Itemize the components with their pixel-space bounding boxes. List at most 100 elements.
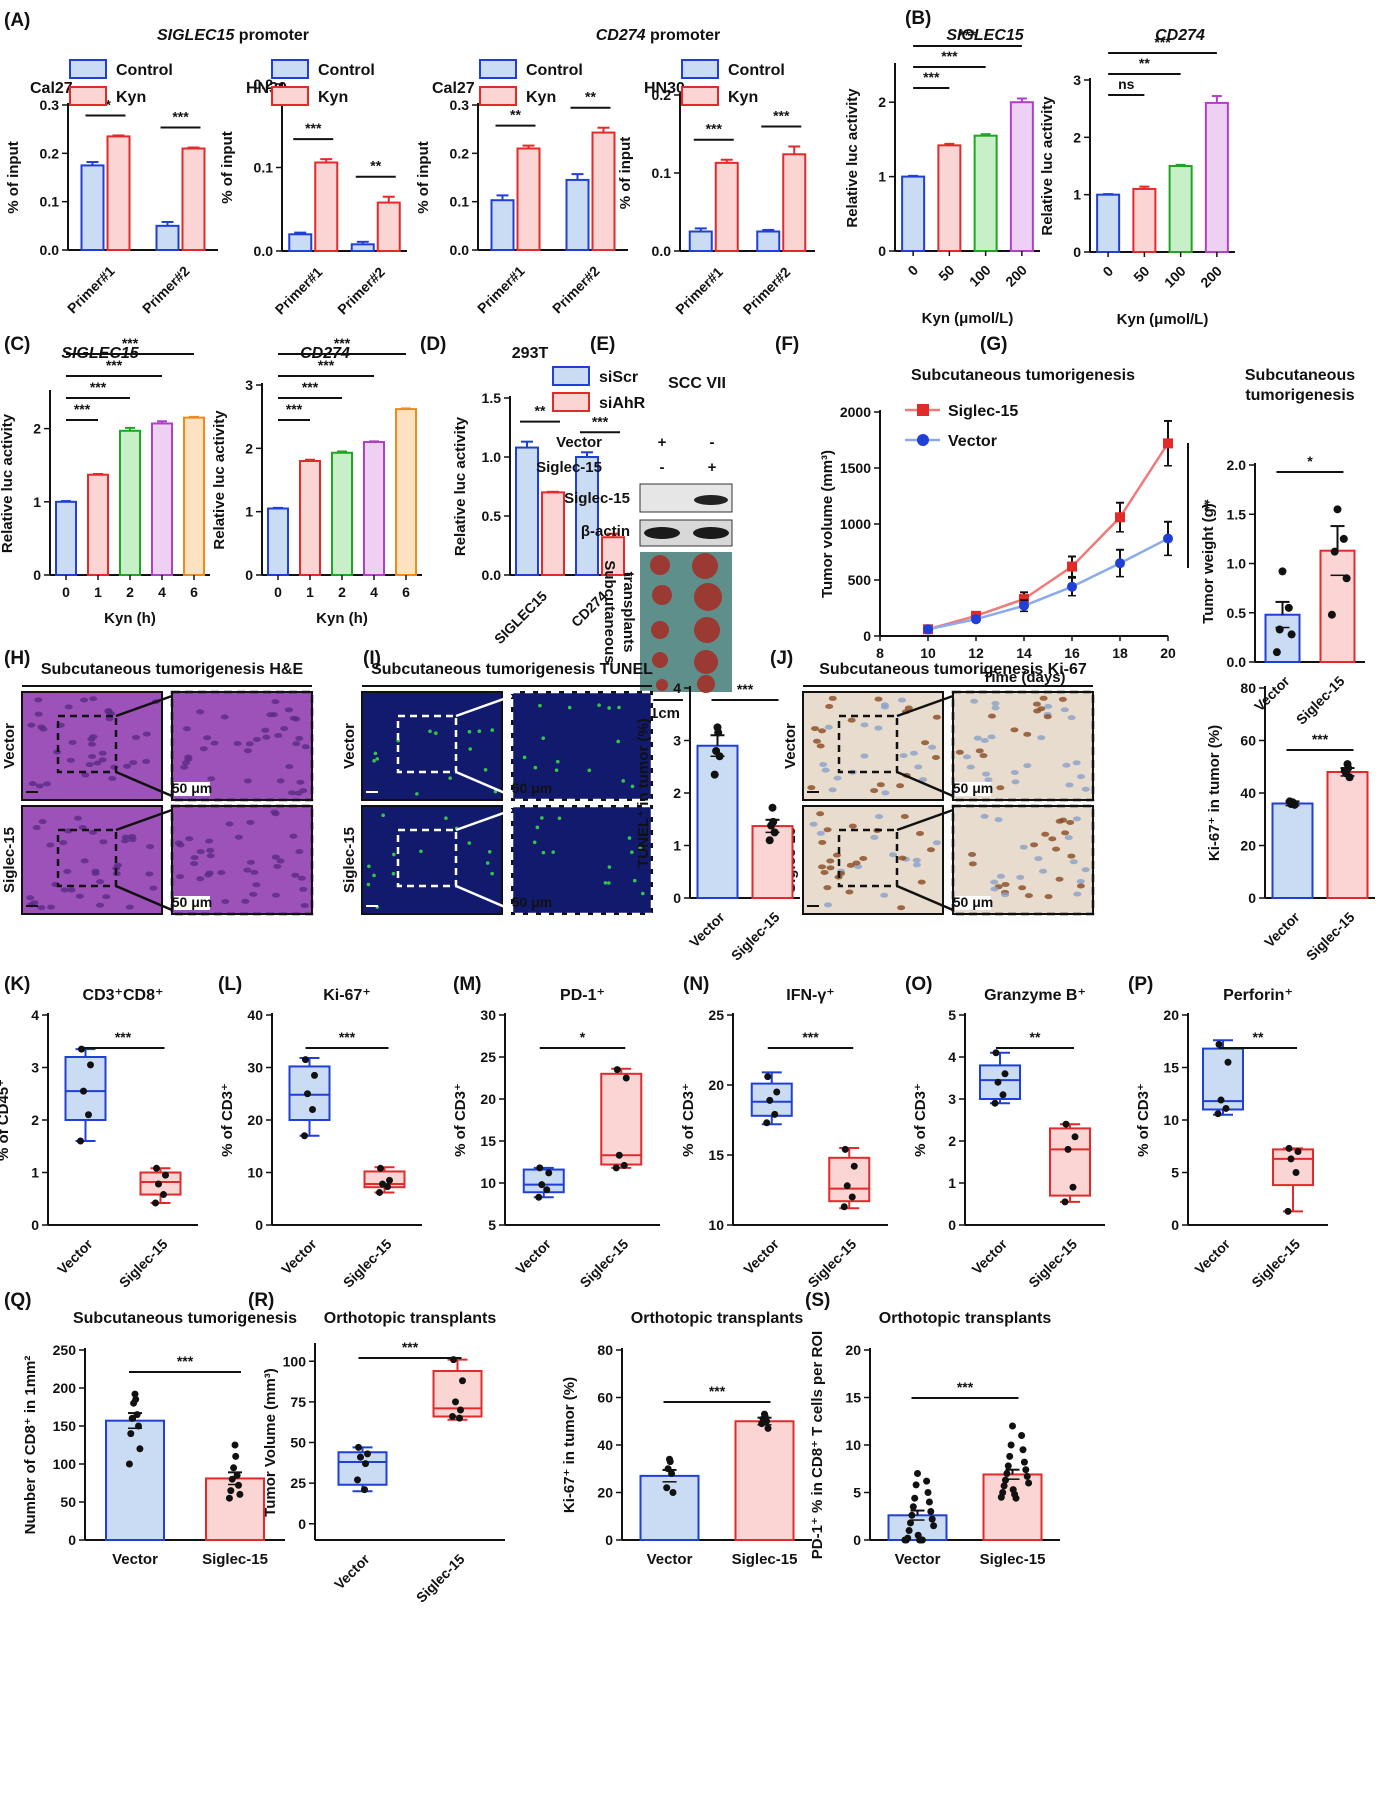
significance-label: *** bbox=[923, 69, 940, 85]
cell bbox=[199, 746, 208, 752]
y-tick-label: 40 bbox=[1240, 785, 1256, 801]
y-tick-label: 0.0 bbox=[1227, 654, 1247, 670]
cell bbox=[246, 859, 255, 865]
legend-swatch bbox=[69, 86, 107, 106]
data-point bbox=[235, 1481, 242, 1489]
tunel-zoom-1 bbox=[511, 805, 653, 915]
y-axis-label: TUNEL⁺ in tumor (%) bbox=[635, 718, 652, 868]
y-tick-label: 20 bbox=[1163, 1007, 1179, 1023]
x-tick-label: Siglec-15 bbox=[980, 1551, 1046, 1568]
panel-letter: (E) bbox=[590, 334, 615, 355]
y-axis-label: % of CD3⁺ bbox=[912, 1083, 929, 1157]
cell bbox=[1010, 727, 1019, 733]
y-tick-label: 15 bbox=[708, 1147, 724, 1163]
cell bbox=[210, 740, 219, 746]
data-point bbox=[930, 1522, 938, 1530]
cell bbox=[271, 892, 280, 898]
cell bbox=[1016, 874, 1025, 880]
chart-title: IFN-γ⁺ bbox=[786, 987, 834, 1004]
cell bbox=[381, 813, 385, 818]
data-point bbox=[1009, 1422, 1016, 1430]
cell bbox=[1055, 876, 1064, 882]
y-axis-label: Relative luc activity bbox=[1039, 96, 1056, 236]
x-tick-label: Siglec-15 bbox=[116, 1236, 171, 1291]
cell bbox=[987, 713, 996, 719]
cell bbox=[108, 775, 117, 781]
cell bbox=[825, 703, 834, 709]
bar-Kyn bbox=[181, 147, 206, 251]
y-tick-label: 10 bbox=[247, 1165, 263, 1181]
cell bbox=[289, 715, 298, 721]
header-b-siglec15: SIGLEC15 bbox=[946, 27, 1024, 44]
y-tick-label: 1500 bbox=[840, 460, 871, 476]
cell bbox=[1066, 819, 1075, 825]
cell bbox=[233, 741, 242, 747]
cell bbox=[493, 789, 498, 794]
y-tick-label: 2 bbox=[948, 1133, 956, 1149]
bar-Siglec-15 bbox=[205, 1477, 265, 1541]
legend-marker bbox=[917, 434, 929, 446]
y-tick-label: 5 bbox=[1171, 1165, 1179, 1181]
tunel-zoom-0 bbox=[511, 691, 653, 801]
data-point bbox=[361, 1486, 368, 1494]
y-tick-label: 2.0 bbox=[1227, 457, 1247, 473]
marker bbox=[1115, 558, 1125, 569]
y-axis-label: Ki-67⁺ in tumor (%) bbox=[1206, 725, 1223, 861]
data-point bbox=[230, 1464, 238, 1472]
bar-Vector bbox=[105, 1419, 165, 1542]
y-tick-label: 15 bbox=[480, 1133, 496, 1149]
data-point bbox=[1214, 1110, 1222, 1118]
cell bbox=[289, 833, 298, 839]
cell bbox=[276, 778, 285, 784]
panel-letter: (P) bbox=[1128, 974, 1153, 995]
cell bbox=[96, 902, 105, 908]
cell bbox=[26, 895, 35, 901]
chart-title: Ki-67⁺ bbox=[323, 987, 371, 1004]
cell bbox=[931, 755, 940, 761]
bar-Kyn bbox=[376, 201, 401, 253]
bar-6 bbox=[183, 416, 205, 576]
bar-0 bbox=[1096, 193, 1121, 254]
data-point bbox=[309, 1106, 316, 1113]
zoom-connector bbox=[896, 884, 954, 912]
y-tick-label: 2 bbox=[673, 785, 681, 801]
cell bbox=[60, 887, 69, 893]
zoom-frame bbox=[170, 804, 314, 916]
sign: + bbox=[708, 459, 717, 476]
cell bbox=[105, 716, 114, 722]
cell bbox=[630, 850, 634, 855]
header-siglec15-promoter: SIGLEC15 promoter bbox=[157, 27, 309, 44]
x-tick-label: 12 bbox=[968, 645, 984, 661]
significance-label: *** bbox=[318, 357, 335, 373]
chart-title: tumorigenesis bbox=[1245, 387, 1354, 404]
data-point bbox=[231, 1441, 239, 1449]
y-tick-label: 1000 bbox=[840, 516, 871, 532]
panel-letter: (A) bbox=[4, 10, 30, 31]
y-tick-label: 0.0 bbox=[450, 242, 470, 258]
y-tick-label: 10 bbox=[708, 1217, 724, 1233]
cell bbox=[828, 695, 837, 701]
x-tick-label: Siglec-15 bbox=[1248, 1236, 1303, 1291]
significance-label: *** bbox=[737, 681, 754, 697]
data-point bbox=[925, 1498, 933, 1506]
bar-Kyn bbox=[714, 161, 739, 252]
bar-Siglec-15 bbox=[982, 1473, 1043, 1541]
zoom-connector bbox=[455, 884, 513, 912]
legend-label: Kyn bbox=[116, 89, 146, 106]
cell bbox=[299, 886, 308, 892]
cell bbox=[32, 825, 41, 831]
cell bbox=[1039, 695, 1048, 701]
zoom-frame bbox=[510, 804, 654, 916]
data-point bbox=[765, 836, 774, 845]
cell bbox=[809, 821, 818, 827]
significance-label: ** bbox=[1253, 1029, 1264, 1045]
data-point bbox=[1069, 1183, 1077, 1191]
band bbox=[694, 495, 728, 505]
cell bbox=[1076, 883, 1085, 889]
y-tick-label: 40 bbox=[597, 1437, 613, 1453]
panel-letter: (R) bbox=[248, 1290, 274, 1311]
cell bbox=[896, 783, 905, 789]
cell bbox=[833, 775, 842, 781]
cell bbox=[557, 816, 562, 821]
